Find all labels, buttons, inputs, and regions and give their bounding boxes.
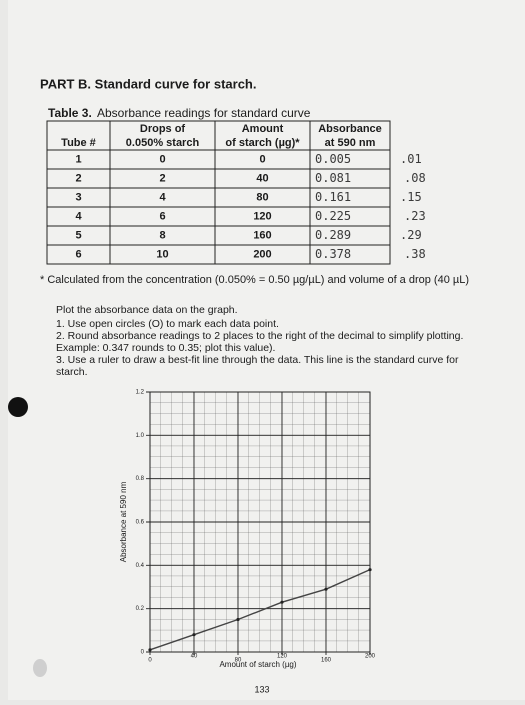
data-point bbox=[368, 568, 372, 572]
x-tick-label: 40 bbox=[191, 654, 198, 660]
table-cell: 4 bbox=[159, 191, 166, 203]
column-header: Amount bbox=[242, 123, 284, 135]
instruction-line: Example: 0.347 rounds to 0.35; plot this… bbox=[56, 342, 275, 354]
table-cell: 0 bbox=[259, 153, 265, 165]
data-point bbox=[280, 600, 284, 604]
table-cell: 40 bbox=[256, 172, 268, 184]
x-tick-label: 160 bbox=[321, 658, 332, 664]
x-tick-label: 120 bbox=[277, 654, 288, 660]
margin-note: .29 bbox=[400, 228, 422, 242]
column-header: Tube # bbox=[61, 137, 96, 149]
handwritten-absorbance: 0.225 bbox=[315, 209, 351, 223]
table-cell: 6 bbox=[159, 210, 165, 222]
instruction-line: 1. Use open circles (O) to mark each dat… bbox=[56, 318, 279, 330]
handwritten-absorbance: 0.378 bbox=[315, 247, 351, 261]
table-cell: 120 bbox=[253, 210, 271, 222]
table-cell: 200 bbox=[253, 248, 271, 260]
column-header: of starch (µg)* bbox=[225, 137, 300, 149]
y-tick-label: 1.2 bbox=[136, 390, 145, 396]
margin-note: .01 bbox=[400, 152, 422, 166]
table-cell: 4 bbox=[75, 210, 82, 222]
handwritten-absorbance: 0.081 bbox=[315, 171, 351, 185]
x-tick-label: 80 bbox=[235, 658, 242, 664]
column-header: 0.050% starch bbox=[126, 137, 200, 149]
y-tick-label: 0.8 bbox=[136, 476, 145, 482]
x-axis-label: Amount of starch (µg) bbox=[219, 660, 296, 669]
y-tick-label: 0.2 bbox=[136, 606, 145, 612]
table-border bbox=[46, 120, 391, 265]
y-tick-label: 1.0 bbox=[136, 433, 145, 439]
table-cell: 10 bbox=[156, 248, 168, 260]
y-tick-label: 0 bbox=[141, 650, 145, 656]
hole-punch bbox=[33, 659, 47, 677]
table-cell: 5 bbox=[75, 229, 81, 241]
table-cell: 80 bbox=[256, 191, 268, 203]
instruction-line: 3. Use a ruler to draw a best-fit line t… bbox=[56, 354, 459, 366]
column-header: Drops of bbox=[140, 123, 186, 135]
caption-label: Table 3. bbox=[48, 106, 92, 120]
graph: 0 0.2 0.4 0.6 0.8 1.0 1.2 0 40 80 120 160 200 bbox=[136, 390, 376, 664]
table-cell: 160 bbox=[253, 229, 271, 241]
table: Tube # Drops of 0.050% starch Amount of star… bbox=[46, 120, 426, 265]
table-cell: 1 bbox=[75, 153, 81, 165]
table-cell: 8 bbox=[159, 229, 165, 241]
table-cell: 0 bbox=[159, 153, 165, 165]
table-cell: 2 bbox=[75, 172, 81, 184]
instruction-intro: Plot the absorbance data on the graph. bbox=[56, 304, 238, 316]
margin-note: .38 bbox=[404, 247, 426, 261]
footnote: * Calculated from the concentration (0.0… bbox=[40, 274, 469, 286]
table-cell: 2 bbox=[159, 172, 165, 184]
data-point bbox=[148, 648, 152, 652]
page-number: 133 bbox=[254, 684, 269, 694]
margin-note: .23 bbox=[404, 209, 426, 223]
y-tick-label: 0.6 bbox=[136, 520, 145, 526]
margin-note: .15 bbox=[400, 190, 422, 204]
table-cell: 6 bbox=[75, 248, 81, 260]
handwritten-absorbance: 0.005 bbox=[315, 152, 351, 166]
instructions: Plot the absorbance data on the graph. 1.… bbox=[56, 304, 463, 378]
data-point bbox=[236, 617, 240, 622]
column-header: at 590 nm bbox=[325, 137, 376, 149]
column-header: Absorbance bbox=[318, 123, 382, 135]
x-tick-label: 200 bbox=[365, 654, 376, 660]
x-tick-label: 0 bbox=[148, 658, 152, 664]
instruction-line: starch. bbox=[56, 366, 88, 378]
margin-note: .08 bbox=[404, 171, 426, 185]
handwritten-absorbance: 0.161 bbox=[315, 190, 351, 204]
table-cell: 3 bbox=[75, 191, 81, 203]
y-axis-label: Absorbance at 590 nm bbox=[119, 481, 128, 562]
caption: Absorbance readings for standard curve bbox=[97, 106, 311, 120]
instruction-line: 2. Round absorbance readings to 2 places… bbox=[56, 330, 463, 342]
data-point bbox=[192, 633, 196, 637]
data-point bbox=[324, 587, 328, 591]
heading: PART B. Standard curve for starch. bbox=[40, 76, 256, 91]
y-tick-label: 0.4 bbox=[136, 563, 145, 569]
handwritten-absorbance: 0.289 bbox=[315, 228, 351, 242]
hole-punch bbox=[8, 397, 28, 417]
standard-curve bbox=[149, 569, 371, 651]
